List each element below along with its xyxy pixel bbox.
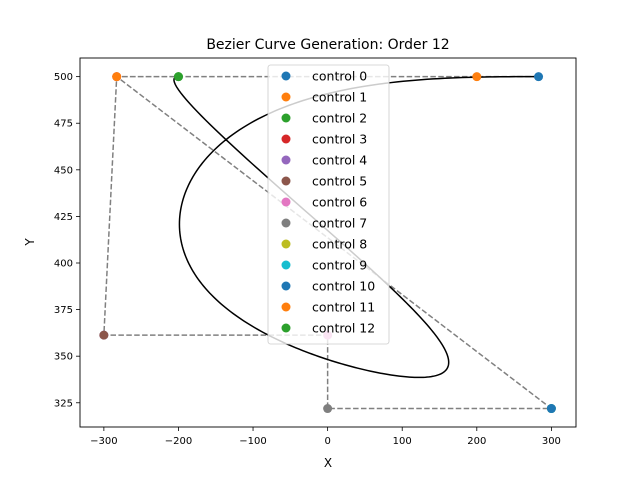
chart-title: Bezier Curve Generation: Order 12 bbox=[206, 37, 449, 53]
legend-label-11: control 11 bbox=[312, 300, 375, 315]
control-point-0-marker bbox=[534, 72, 544, 82]
y-tick-label: 375 bbox=[54, 305, 73, 316]
legend-label-9: control 9 bbox=[312, 258, 367, 273]
legend-marker-1 bbox=[281, 92, 291, 102]
legend-marker-4 bbox=[281, 155, 291, 165]
legend: control 0 control 1 control 2 control 3 cont… bbox=[267, 64, 390, 345]
legend-label-1: control 1 bbox=[312, 90, 367, 105]
legend-label-3: control 3 bbox=[312, 132, 367, 147]
legend-label-12: control 12 bbox=[312, 321, 375, 336]
y-axis-ticks: 325 350 375 400 425 450 475 500 bbox=[54, 72, 80, 409]
legend-label-7: control 7 bbox=[312, 216, 367, 231]
x-tick-label: 300 bbox=[542, 436, 561, 447]
x-tick-label: 200 bbox=[467, 436, 486, 447]
x-tick-label: −200 bbox=[165, 436, 192, 447]
control-point-10-marker bbox=[546, 404, 556, 414]
y-axis-label: Y bbox=[23, 238, 37, 247]
x-tick-label: 0 bbox=[324, 436, 330, 447]
x-axis-label: X bbox=[324, 456, 332, 470]
y-tick-label: 325 bbox=[54, 398, 73, 409]
control-polygon-line bbox=[103, 75, 554, 410]
legend-marker-12 bbox=[281, 323, 291, 333]
legend-label-8: control 8 bbox=[312, 237, 367, 252]
legend-box bbox=[267, 64, 390, 345]
legend-label-2: control 2 bbox=[312, 111, 367, 126]
legend-label-5: control 5 bbox=[312, 174, 367, 189]
y-tick-label: 400 bbox=[54, 259, 73, 270]
legend-marker-0 bbox=[281, 71, 291, 81]
legend-label-6: control 6 bbox=[312, 195, 367, 210]
legend-marker-8 bbox=[281, 239, 291, 249]
y-tick-label: 500 bbox=[54, 72, 73, 83]
legend-marker-7 bbox=[281, 218, 291, 228]
control-point-7-marker bbox=[323, 404, 333, 414]
control-point-5-marker bbox=[99, 330, 109, 340]
legend-marker-5 bbox=[281, 176, 291, 186]
legend-marker-6 bbox=[281, 197, 291, 207]
legend-label-4: control 4 bbox=[312, 153, 367, 168]
y-tick-label: 425 bbox=[54, 212, 73, 223]
control-point-1-marker bbox=[472, 72, 482, 82]
control-point-12-marker bbox=[173, 72, 183, 82]
legend-marker-3 bbox=[281, 134, 291, 144]
x-axis-ticks: −300 −200 −100 0 100 200 300 bbox=[90, 427, 561, 447]
y-tick-label: 350 bbox=[54, 352, 73, 363]
control-point-11-marker bbox=[112, 72, 122, 82]
legend-marker-9 bbox=[281, 260, 291, 270]
x-tick-label: −300 bbox=[90, 436, 117, 447]
x-tick-label: −100 bbox=[239, 436, 266, 447]
legend-label-0: control 0 bbox=[312, 69, 367, 84]
y-tick-label: 475 bbox=[54, 119, 73, 130]
legend-marker-11 bbox=[281, 302, 291, 312]
legend-label-10: control 10 bbox=[312, 279, 375, 294]
legend-marker-2 bbox=[281, 113, 291, 123]
y-tick-label: 450 bbox=[54, 165, 73, 176]
legend-marker-10 bbox=[281, 281, 291, 291]
x-tick-label: 100 bbox=[393, 436, 412, 447]
